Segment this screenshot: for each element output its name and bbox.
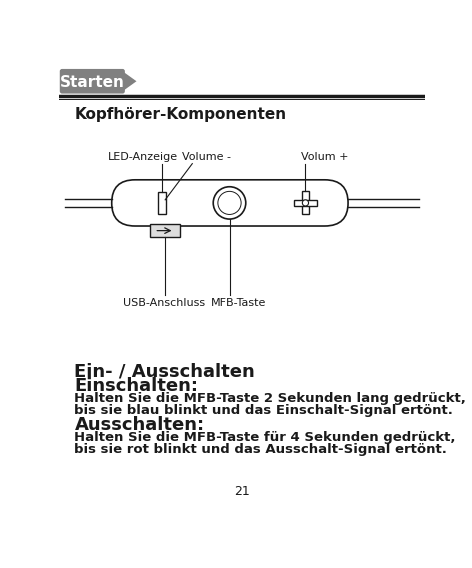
Text: bis sie rot blinkt und das Ausschalt-Signal ertönt.: bis sie rot blinkt und das Ausschalt-Sig… xyxy=(75,443,447,456)
Text: Starten: Starten xyxy=(60,74,125,90)
Text: 21: 21 xyxy=(234,485,250,498)
Polygon shape xyxy=(123,71,136,91)
Circle shape xyxy=(213,187,246,219)
Bar xyxy=(294,200,317,206)
Text: Volum +: Volum + xyxy=(301,152,349,162)
Text: Halten Sie die MFB-Taste 2 Sekunden lang gedrückt,: Halten Sie die MFB-Taste 2 Sekunden lang… xyxy=(75,391,466,404)
Bar xyxy=(303,191,309,215)
Text: MFB-Taste: MFB-Taste xyxy=(211,298,267,308)
Text: LED-Anzeige: LED-Anzeige xyxy=(108,152,178,162)
Text: Volume -: Volume - xyxy=(182,152,231,162)
Text: Halten Sie die MFB-Taste für 4 Sekunden gedrückt,: Halten Sie die MFB-Taste für 4 Sekunden … xyxy=(75,431,456,444)
Circle shape xyxy=(303,200,309,206)
FancyBboxPatch shape xyxy=(112,180,348,226)
Text: USB-Anschluss: USB-Anschluss xyxy=(123,298,205,308)
FancyBboxPatch shape xyxy=(60,69,125,94)
Circle shape xyxy=(218,191,241,215)
Text: Ausschalten:: Ausschalten: xyxy=(75,416,205,434)
Bar xyxy=(151,224,180,237)
Bar xyxy=(158,192,166,214)
Text: bis sie blau blinkt und das Einschalt-Signal ertönt.: bis sie blau blinkt und das Einschalt-Si… xyxy=(75,404,454,417)
Text: Kopfhörer-Komponenten: Kopfhörer-Komponenten xyxy=(75,107,287,122)
Text: Ein- / Ausschalten: Ein- / Ausschalten xyxy=(75,362,255,381)
Text: Einschalten:: Einschalten: xyxy=(75,377,199,395)
